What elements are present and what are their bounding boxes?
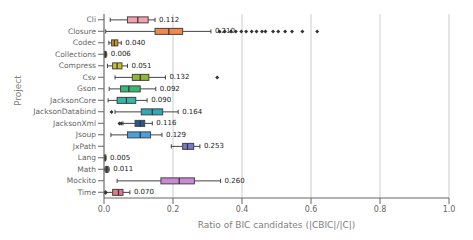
svg-text:0.040: 0.040 <box>125 39 145 47</box>
svg-text:0.6: 0.6 <box>305 205 318 214</box>
svg-text:Csv: Csv <box>82 73 96 82</box>
svg-text:Time: Time <box>77 188 97 197</box>
svg-text:0.051: 0.051 <box>131 62 151 70</box>
svg-text:0.0: 0.0 <box>98 205 111 214</box>
svg-text:0.2: 0.2 <box>167 205 180 214</box>
svg-text:Ratio of BIC candidates (|CBIC: Ratio of BIC candidates (|CBIC|/|C|) <box>198 220 356 230</box>
svg-text:0.132: 0.132 <box>169 73 189 81</box>
svg-text:0.253: 0.253 <box>204 142 224 150</box>
svg-text:JacksonXml: JacksonXml <box>52 119 96 128</box>
svg-text:0.116: 0.116 <box>156 119 177 127</box>
svg-text:0.070: 0.070 <box>134 188 154 196</box>
svg-text:Cli: Cli <box>87 15 96 24</box>
svg-text:JacksonDatabind: JacksonDatabind <box>32 107 96 116</box>
svg-text:0.8: 0.8 <box>374 205 387 214</box>
svg-text:Compress: Compress <box>59 61 96 70</box>
svg-text:Lang: Lang <box>78 153 97 162</box>
svg-text:Math: Math <box>77 165 96 174</box>
svg-text:Closure: Closure <box>68 27 96 36</box>
svg-text:0.092: 0.092 <box>160 85 180 93</box>
svg-text:0.4: 0.4 <box>236 205 249 214</box>
svg-text:Project: Project <box>13 75 23 106</box>
svg-text:Gson: Gson <box>77 84 96 93</box>
svg-text:0.260: 0.260 <box>225 177 245 185</box>
svg-text:0.164: 0.164 <box>182 108 203 116</box>
svg-text:1.0: 1.0 <box>443 205 456 214</box>
svg-text:0.006: 0.006 <box>111 50 132 58</box>
svg-text:Jsoup: Jsoup <box>75 130 96 139</box>
svg-text:Mockito: Mockito <box>67 176 97 185</box>
svg-text:0.129: 0.129 <box>166 131 186 139</box>
svg-text:0.210: 0.210 <box>215 27 235 35</box>
svg-text:0.011: 0.011 <box>113 165 133 173</box>
svg-text:Collections: Collections <box>55 50 96 59</box>
svg-text:0.090: 0.090 <box>151 96 171 104</box>
svg-text:Codec: Codec <box>73 38 96 47</box>
svg-text:JxPath: JxPath <box>72 142 96 151</box>
svg-text:0.005: 0.005 <box>110 154 130 162</box>
svg-text:0.112: 0.112 <box>159 16 179 24</box>
svg-text:JacksonCore: JacksonCore <box>49 96 96 105</box>
